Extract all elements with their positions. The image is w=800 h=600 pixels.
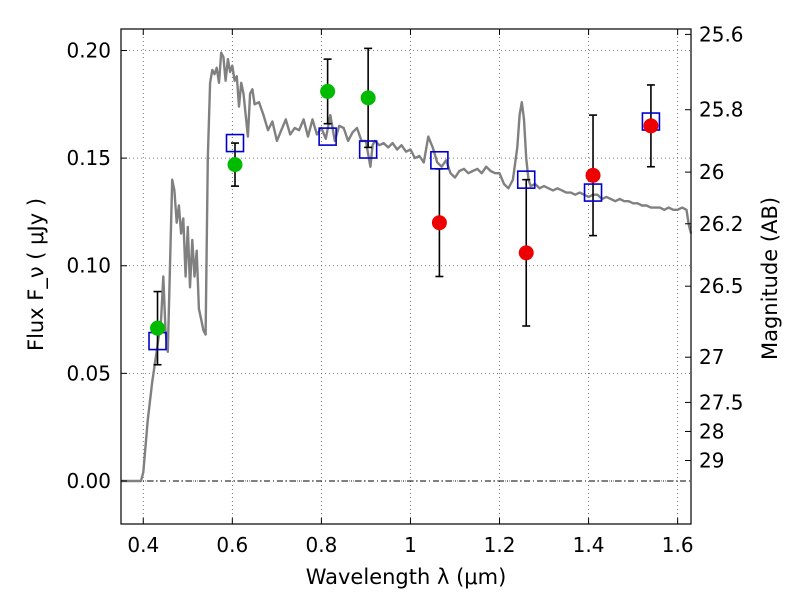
red-point — [518, 245, 534, 261]
right-tick-label: 25.6 — [699, 22, 744, 46]
detection-point — [150, 320, 166, 336]
y-tick-label: 0.05 — [66, 361, 111, 385]
red-point — [585, 167, 601, 183]
red-point — [643, 118, 659, 134]
model-spectrum — [121, 51, 693, 483]
model-point — [358, 140, 378, 159]
red-point — [431, 215, 447, 231]
right-tick-label: 28 — [699, 419, 724, 443]
right-tick-label: 27.5 — [699, 390, 744, 414]
model-point — [318, 127, 337, 146]
x-axis-label: Wavelength λ (μm) — [306, 565, 507, 589]
y-tick-label: 0.20 — [66, 39, 111, 63]
right-tick-label: 26.2 — [699, 212, 744, 236]
x-tick-label: 1 — [404, 533, 417, 557]
right-tick-label: 25.8 — [699, 98, 744, 122]
y-tick-label: 0.00 — [66, 469, 111, 493]
right-tick-label: 29 — [699, 449, 724, 473]
model-point — [430, 150, 449, 170]
x-tick-label: 1.6 — [662, 533, 694, 557]
axis-ticks: 0.4 0.6 0.8 1 1.2 1.4 1.6 0.00 0.05 0.10 0.15 0.20 2… — [66, 22, 743, 557]
detection-point — [320, 83, 336, 99]
spectrum-line — [121, 51, 693, 483]
y-axis-label: Flux F_ν ( μJy ) — [24, 198, 49, 351]
y-axis-right-label: Magnitude (AB) — [758, 197, 782, 360]
model-point — [583, 183, 603, 202]
right-tick-label: 26 — [699, 160, 724, 184]
plot-frame — [120, 28, 692, 525]
y-tick-label: 0.15 — [66, 146, 111, 170]
x-tick-label: 1.4 — [573, 533, 605, 557]
right-tick-label: 27 — [699, 345, 724, 369]
y-tick-label: 0.10 — [66, 254, 111, 278]
detection-point — [227, 157, 243, 173]
x-tick-label: 0.8 — [305, 533, 337, 557]
x-tick-label: 0.4 — [127, 533, 159, 557]
model-point — [225, 133, 245, 153]
model-point — [516, 170, 536, 189]
grid — [121, 29, 691, 524]
error-bars — [153, 47, 655, 366]
right-tick-label: 26.5 — [699, 274, 744, 298]
detection-point — [360, 90, 376, 106]
observed-photometry — [150, 83, 659, 336]
x-tick-label: 0.6 — [216, 533, 248, 557]
x-tick-label: 1.2 — [484, 533, 516, 557]
